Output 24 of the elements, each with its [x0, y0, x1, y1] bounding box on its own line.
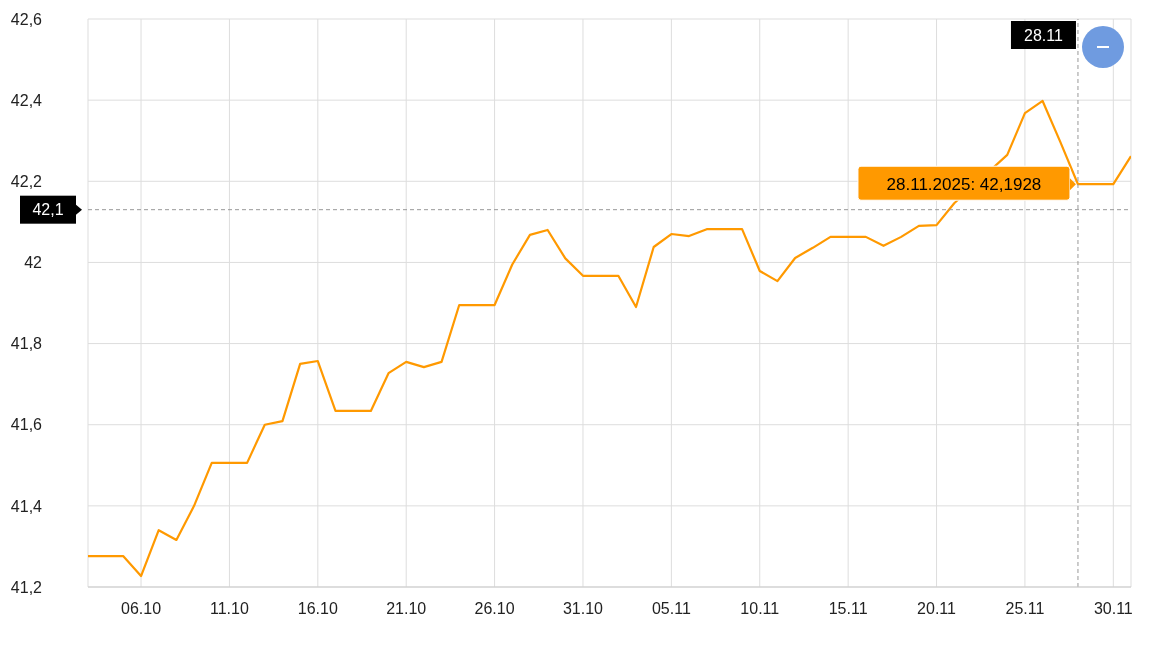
x-tick-label: 05.11: [651, 600, 691, 618]
y-tick-label: 42: [24, 254, 43, 272]
x-tick-label: 21.10: [386, 600, 427, 618]
y-tick-label: 41,2: [10, 578, 43, 596]
x-tick-label: 16.10: [297, 600, 338, 618]
ref-line-label: 28.11: [1024, 27, 1063, 44]
y-tick-label: 42,4: [10, 91, 43, 109]
x-tick-label: 06.10: [121, 600, 162, 618]
y-tick-label: 42,2: [10, 172, 43, 190]
y-tick-label: 42,6: [10, 10, 43, 28]
x-tick-label: 11.10: [209, 600, 249, 618]
x-tick-label: 25.11: [1005, 600, 1045, 618]
x-tick-label: 10.11: [740, 600, 780, 618]
ref-line-label: 42,1: [32, 200, 64, 218]
x-tick-label: 15.11: [828, 600, 868, 618]
x-tick-label: 30.11: [1093, 600, 1133, 618]
x-tick-label: 20.11: [917, 600, 957, 618]
y-tick-label: 41,6: [10, 416, 43, 434]
x-tick-label: 31.10: [562, 600, 604, 618]
x-tick-label: 26.10: [474, 600, 515, 618]
y-tick-label: 41,8: [10, 335, 43, 353]
y-tick-label: 41,4: [10, 497, 43, 515]
annotation: 28.11.2025: 42,1928: [886, 175, 1042, 195]
line-series: [88, 99, 1131, 578]
